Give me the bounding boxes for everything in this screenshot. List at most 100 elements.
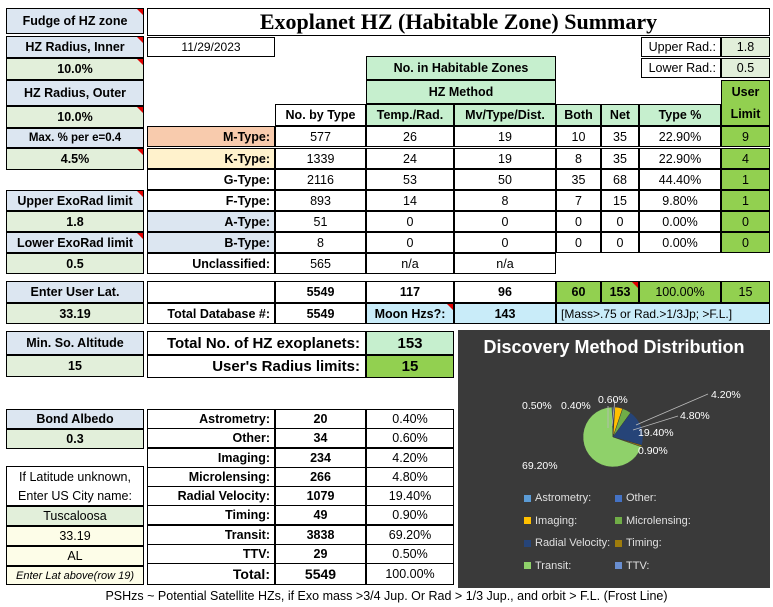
footer-note: PSHzs ~ Potential Satellite HZs, if Exo …: [105, 589, 668, 603]
pie-data-label: 4.80%: [680, 410, 710, 422]
legend-swatch: [524, 494, 531, 502]
type-pct: 9.80%: [639, 190, 721, 211]
type-net: 15: [601, 190, 639, 211]
pie-leader-line: [611, 399, 616, 427]
unclassified-value: 565: [275, 253, 366, 274]
col-by-type: No. by Type: [275, 104, 366, 126]
legend-item: Microlensing:: [615, 515, 691, 527]
type-temp: 0: [366, 211, 454, 232]
pie-data-label: 4.20%: [711, 389, 741, 401]
radius-limits-value: 15: [366, 355, 454, 378]
legend-item: Astrometry:: [524, 492, 591, 504]
discovery-count: 1079: [275, 486, 366, 506]
type-user-limit: 4: [721, 148, 770, 169]
type-label: M-Type:: [147, 126, 275, 147]
type-mv: 0: [454, 232, 556, 253]
max-pct-value[interactable]: 4.5%: [6, 148, 144, 170]
type-temp: 26: [366, 126, 454, 147]
discovery-count: 20: [275, 409, 366, 429]
type-count: 51: [275, 211, 366, 232]
discovery-label: Imaging:: [147, 447, 275, 468]
type-count: 577: [275, 126, 366, 147]
type-pct: 22.90%: [639, 148, 721, 169]
pie-data-label: 0.60%: [598, 394, 628, 406]
type-label: F-Type:: [147, 190, 275, 211]
col-mv: Mv/Type/Dist.: [454, 104, 556, 126]
type-mv: 50: [454, 169, 556, 190]
hz-inner-value[interactable]: 10.0%: [6, 58, 144, 80]
type-label: K-Type:: [147, 148, 275, 169]
legend-swatch: [615, 494, 622, 502]
lat-unknown-line2: Enter US City name:: [6, 486, 144, 506]
page-title: Exoplanet HZ (Habitable Zone) Summary: [147, 8, 770, 36]
hz-outer-value[interactable]: 10.0%: [6, 106, 144, 128]
legend-label: Other:: [626, 492, 657, 504]
type-pct: 44.40%: [639, 169, 721, 190]
type-both: 10: [556, 126, 601, 147]
total-hz-label: Total No. of HZ exoplanets:: [147, 331, 366, 355]
type-mv: 8: [454, 190, 556, 211]
city-state: AL: [6, 546, 144, 566]
lower-rad-value[interactable]: 0.5: [721, 58, 770, 78]
lower-exorad-value[interactable]: 0.5: [6, 253, 144, 274]
discovery-pct: 0.50%: [366, 543, 454, 564]
hz-outer-label: HZ Radius, Outer: [6, 80, 144, 106]
type-temp: 24: [366, 148, 454, 169]
bond-albedo-label: Bond Albedo: [6, 409, 144, 429]
type-net: 35: [601, 148, 639, 169]
type-mv: 0: [454, 211, 556, 232]
type-both: 7: [556, 190, 601, 211]
type-count: 8: [275, 232, 366, 253]
pie-data-label: 69.20%: [522, 460, 558, 472]
total-type-pct: 100.00%: [639, 281, 721, 303]
pie-data-label: 0.40%: [561, 400, 591, 412]
min-alt-value[interactable]: 15: [6, 355, 144, 377]
discovery-chart: Discovery Method Distribution 0.40% 0.60%…: [458, 330, 770, 588]
type-net: 0: [601, 232, 639, 253]
user-lat-value[interactable]: 33.19: [6, 303, 144, 324]
type-pct: 22.90%: [639, 126, 721, 147]
pie-data-label: 0.50%: [522, 400, 552, 412]
upper-rad-value[interactable]: 1.8: [721, 37, 770, 57]
total-by-type: 5549: [275, 281, 366, 303]
upper-exorad-label: Upper ExoRad limit: [6, 190, 144, 211]
type-net: 68: [601, 169, 639, 190]
pie-leader-line: [632, 415, 679, 431]
legend-swatch: [615, 562, 622, 569]
pie-slice-transit: [582, 406, 642, 468]
col-type-pct: Type %: [639, 104, 721, 126]
lat-unknown-line1: If Latitude unknown,: [6, 466, 144, 486]
discovery-pct: 19.40%: [366, 486, 454, 506]
type-count: 2116: [275, 169, 366, 190]
col-both: Both: [556, 104, 601, 126]
bond-albedo-value[interactable]: 0.3: [6, 429, 144, 449]
date-cell: 11/29/2023: [147, 37, 275, 57]
type-net: 0: [601, 211, 639, 232]
legend-item: Timing:: [615, 537, 662, 549]
discovery-total-label: Total:: [147, 563, 275, 585]
user-limit-header: User Limit: [721, 80, 770, 126]
discovery-label: Radial Velocity:: [147, 486, 275, 506]
discovery-count: 29: [275, 543, 366, 564]
hz-inner-label: HZ Radius, Inner: [6, 36, 144, 58]
discovery-pct: 0.90%: [366, 505, 454, 526]
legend-swatch: [615, 539, 622, 547]
legend-swatch: [524, 562, 531, 569]
type-mv: 19: [454, 148, 556, 169]
upper-rad-label: Upper Rad.:: [641, 37, 721, 57]
total-db-label: Total Database #:: [147, 303, 275, 324]
type-mv: 19: [454, 126, 556, 147]
city-input[interactable]: Tuscaloosa: [6, 506, 144, 526]
type-temp: 14: [366, 190, 454, 211]
hz-method-header: HZ Method: [366, 80, 556, 104]
legend-swatch: [615, 517, 622, 524]
legend-item: Transit:: [524, 560, 571, 572]
type-user-limit: 1: [721, 190, 770, 211]
max-pct-label: Max. % per e=0.4: [6, 128, 144, 148]
upper-exorad-value[interactable]: 1.8: [6, 211, 144, 232]
discovery-total-pct: 100.00%: [366, 563, 454, 585]
discovery-label: Astrometry:: [147, 409, 275, 429]
fudge-title: Fudge of HZ zone: [6, 8, 144, 34]
user-limit-line1: User: [731, 85, 760, 99]
type-label: B-Type:: [147, 232, 275, 253]
